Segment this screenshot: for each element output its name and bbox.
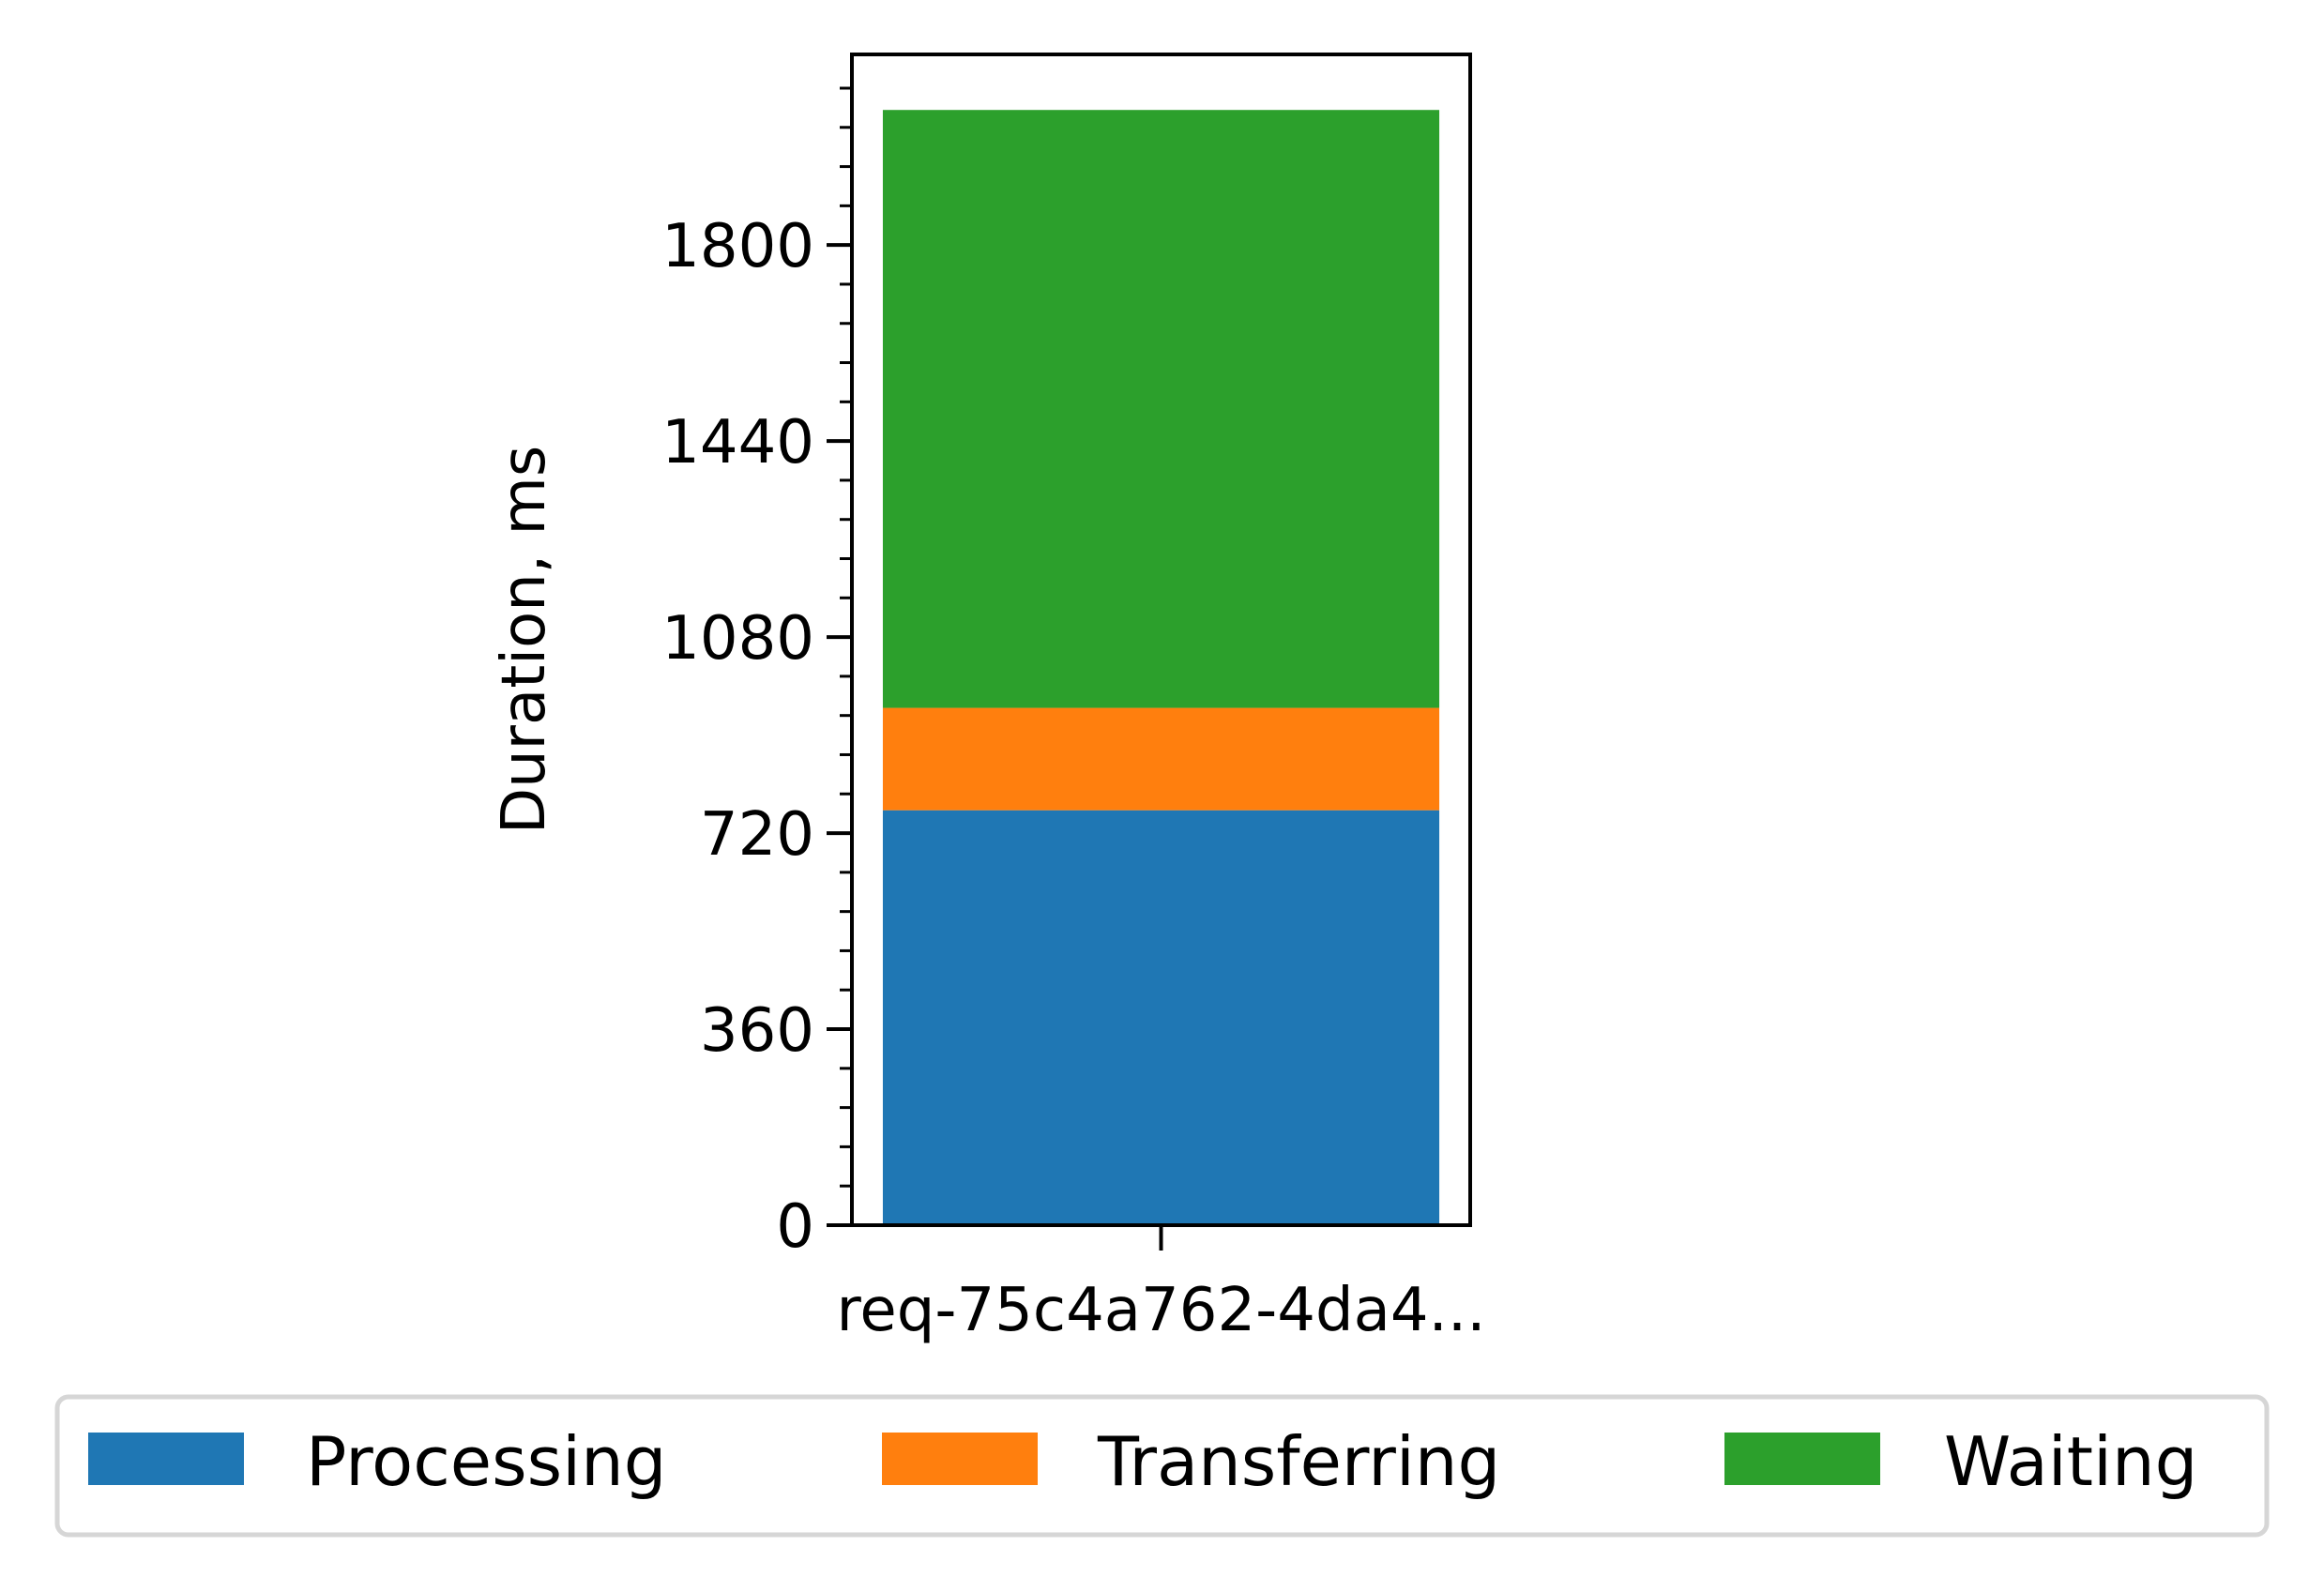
bar-processing (882, 810, 1440, 1225)
bars-group (882, 110, 1440, 1225)
legend-swatch-waiting (1724, 1433, 1880, 1485)
legend-frame (54, 1394, 2270, 1538)
y-tick-label: 1440 (661, 408, 814, 478)
y-tick-label: 1800 (661, 212, 814, 281)
legend-swatch-processing (88, 1433, 244, 1485)
y-axis-label: Duration, ms (490, 446, 559, 834)
legend-label-transferring: Transferring (1097, 1422, 1500, 1501)
plot-frame (850, 53, 1472, 1227)
y-tick-label: 0 (776, 1192, 814, 1262)
y-tick-label: 1080 (661, 604, 814, 674)
legend-swatch-transferring (882, 1433, 1038, 1485)
y-tick-label: 720 (700, 800, 814, 870)
x-axis-ticks: req-75c4a762-4da4... (836, 1225, 1486, 1345)
y-tick-label: 360 (700, 996, 814, 1066)
bar-waiting (882, 110, 1440, 708)
bar-transferring (882, 707, 1440, 811)
legend-label-processing: Processing (306, 1422, 666, 1501)
x-tick-label: req-75c4a762-4da4... (836, 1276, 1485, 1345)
legend: Processing Transferring Waiting (54, 1394, 2270, 1538)
y-axis-ticks: 0 360 720 1080 1440 1800 (661, 86, 852, 1262)
legend-label-waiting: Waiting (1944, 1422, 2197, 1501)
